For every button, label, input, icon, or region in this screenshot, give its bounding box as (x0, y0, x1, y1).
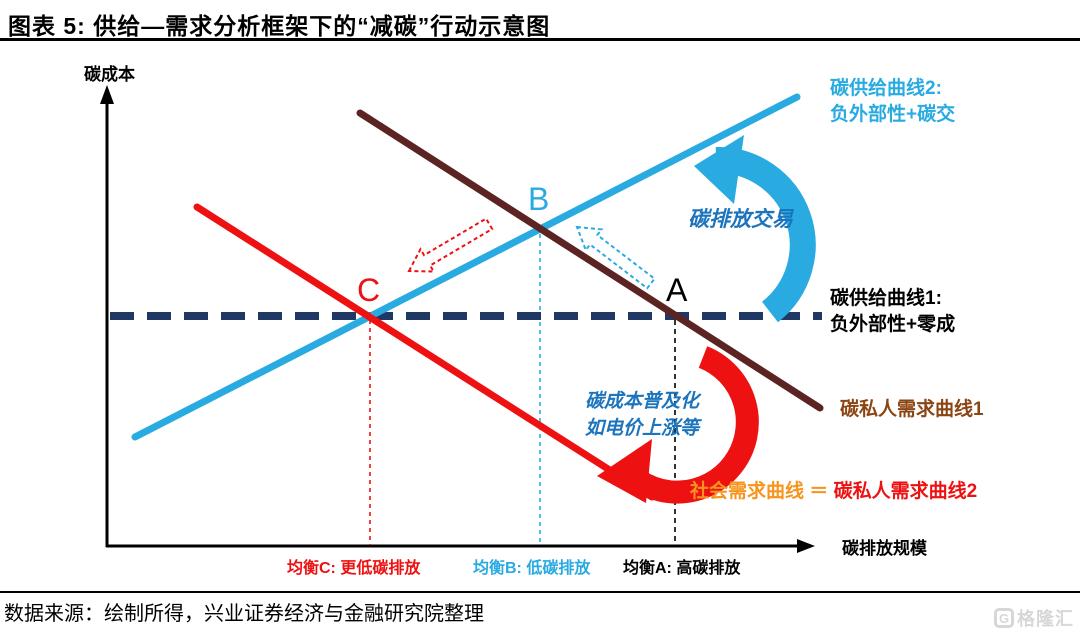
point-b-label: B (528, 181, 550, 217)
cost-passthrough-arrowhead-icon (597, 439, 652, 503)
gelonghui-logo-text: 格隆汇 (1017, 609, 1074, 629)
demand-curve-1 (356, 109, 824, 412)
data-source-note: 数据来源：绘制所得，兴业证券经济与金融研究院整理 (4, 603, 484, 625)
y-axis-label: 碳成本 (84, 65, 135, 84)
shift-to-c-dashed-arrow-icon (407, 217, 494, 273)
point-a-label: A (666, 272, 688, 308)
demand-curve-1-label: 碳私人需求曲线1 (840, 399, 984, 420)
title-underline (0, 38, 1080, 41)
supply-curve-2-label-line2: 负外部性+碳交 (830, 104, 956, 125)
gelonghui-watermark: G 格隆汇 (994, 605, 1074, 631)
point-c-label: C (357, 272, 381, 308)
cost-passthrough-curved-arrow-icon (612, 346, 759, 504)
x-axis-arrow-icon (797, 539, 815, 553)
figure-title: 图表 5: 供给—需求分析框架下的“减碳”行动示意图 (8, 13, 551, 39)
y-axis-arrow-icon (100, 85, 114, 104)
equilibrium-b-label: 均衡B: 低碳排放 (473, 560, 591, 577)
cost-passthrough-line1: 碳成本普及化 (584, 391, 699, 412)
equilibrium-a-label: 均衡A: 高碳排放 (623, 560, 741, 577)
gelonghui-logo-icon: G (994, 608, 1014, 628)
supply-curve-2 (131, 93, 801, 441)
private-demand-2-label: 碳私人需求曲线2 (833, 481, 978, 502)
x-axis-label: 碳排放规模 (842, 539, 927, 558)
shift-to-b-dashed-arrow-icon (575, 225, 656, 290)
cost-passthrough-line2: 如电价上涨等 (584, 418, 699, 439)
demand-curve-2-label: 社会需求曲线 ＝ 碳私人需求曲线2 (690, 476, 977, 503)
supply-curve-1-label-line1: 碳供给曲线1: (830, 288, 942, 309)
demand-curve-2 (193, 203, 656, 501)
footer-divider (0, 591, 1080, 593)
supply-curve-1-label: 碳供给曲线1: 负外部性+零成 (830, 286, 955, 338)
carbon-trading-annotation: 碳排放交易 (688, 208, 793, 231)
carbon-trading-arrowhead-icon (694, 135, 744, 204)
cost-passthrough-annotation: 碳成本普及化 如电价上涨等 (558, 388, 726, 442)
supply-curve-2-label: 碳供给曲线2: 负外部性+碳交 (830, 76, 955, 128)
carbon-trading-curved-arrow-icon (715, 146, 816, 323)
supply-curve-2-label-line1: 碳供给曲线2: (830, 78, 942, 99)
supply-curve-1-label-line2: 负外部性+零成 (830, 314, 956, 335)
social-demand-label: 社会需求曲线 ＝ (690, 481, 834, 502)
equilibrium-c-label: 均衡C: 更低碳排放 (287, 560, 421, 577)
